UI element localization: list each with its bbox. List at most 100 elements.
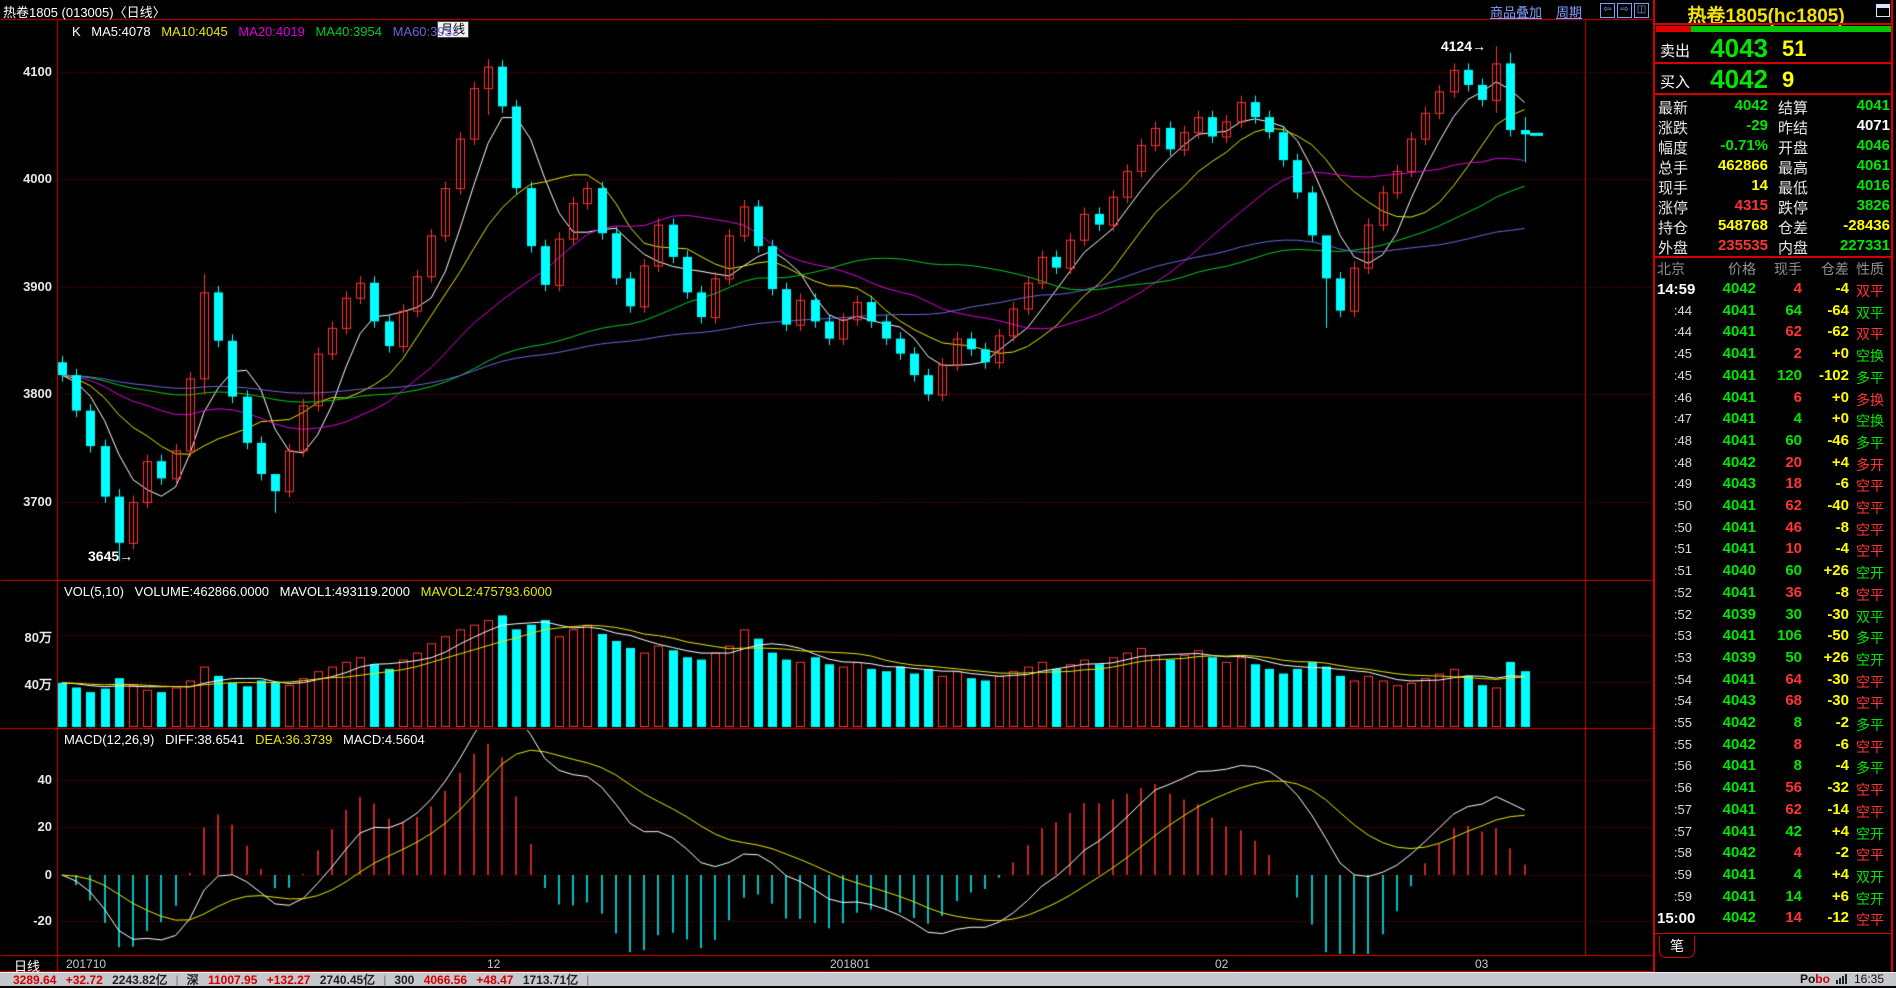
stat-label: 最低	[1778, 180, 1809, 197]
month-label: 201801	[830, 957, 871, 971]
sh-value: 3289.64	[13, 973, 57, 987]
stat-row: 现手 14 最低 4016	[1656, 176, 1892, 197]
sz-change: +132.27	[266, 973, 311, 987]
tick-time: :56	[1673, 780, 1692, 796]
tick-lots: 6	[1793, 388, 1802, 406]
tick-time: :53	[1673, 649, 1692, 665]
tick-time: :55	[1673, 736, 1692, 752]
tick-row: :51 4041 10 -4 空平	[1656, 539, 1892, 560]
stat-value: 4061	[1856, 157, 1890, 174]
tick-price: 4041	[1722, 497, 1756, 514]
index-shanghai[interactable]: 3289.64 +32.72 2243.82亿	[10, 971, 171, 988]
tick-time: :53	[1673, 628, 1692, 644]
stat-value: 548768	[1717, 217, 1768, 234]
tick-time: :59	[1673, 866, 1692, 882]
legend-ma60: MA60:3933	[392, 24, 460, 39]
tick-row: :51 4040 60 +26 空开	[1656, 561, 1892, 582]
stat-label: 涨跌	[1658, 120, 1689, 137]
tick-position-change: -30	[1827, 670, 1849, 688]
status-bar-right: Pobo 16:35	[1800, 972, 1884, 986]
legend-mavol1: MAVOL1:493119.2000	[279, 584, 411, 599]
stat-row: 幅度 -0.71% 开盘 4046	[1656, 136, 1892, 157]
tick-nature: 多平	[1856, 434, 1884, 451]
tick-price: 4041	[1722, 540, 1756, 558]
split-window-icon[interactable]: ◫	[1634, 3, 1649, 18]
tick-lots: 56	[1785, 779, 1802, 797]
tick-lots: 106	[1776, 627, 1802, 645]
tick-list[interactable]: 14:59 4042 4 -4 双平:44 4041 64 -64 双平:44 4041 62 -62…	[1656, 279, 1892, 932]
tick-price: 4042	[1722, 453, 1756, 471]
left-arrow-icon[interactable]: ⇦	[1600, 3, 1615, 18]
tick-row: :57 4041 62 -14 空平	[1656, 800, 1892, 821]
tick-row: :45 4041 120 -102 多平	[1656, 366, 1892, 387]
tick-nature: 空开	[1856, 565, 1884, 582]
tick-lots: 8	[1793, 757, 1802, 775]
ask-qty: 51	[1782, 36, 1807, 61]
tick-nature: 多平	[1856, 717, 1884, 733]
tick-price: 4041	[1722, 518, 1756, 536]
stat-label: 涨停	[1658, 200, 1689, 217]
index-shenzhen[interactable]: 深 11007.95 +132.27 2740.45亿	[184, 971, 379, 988]
stat-value: -28436	[1843, 217, 1890, 234]
bid-price[interactable]: 4042	[1710, 64, 1768, 94]
tick-col-header: 价格	[1728, 261, 1756, 277]
tick-time: :48	[1673, 454, 1692, 470]
tick-position-change: +4	[1831, 865, 1849, 883]
stat-value: -0.71%	[1720, 137, 1768, 154]
tick-position-change: +26	[1823, 562, 1849, 580]
tick-price: 4041	[1722, 757, 1756, 775]
axis-tick-label: 80万	[24, 630, 52, 645]
tick-nature: 双开	[1856, 868, 1884, 885]
tick-row: 15:00 4042 14 -12 空平	[1656, 908, 1892, 929]
tick-position-change: -4	[1835, 280, 1849, 297]
time-axis: 日线 201710 12 201801 02 03	[0, 955, 1653, 974]
tick-position-change: -62	[1827, 323, 1849, 341]
ask-price[interactable]: 4043	[1710, 33, 1768, 63]
tick-col-header: 仓差	[1821, 261, 1849, 277]
legend-volume: VOLUME:462866.0000	[134, 584, 270, 599]
legend-vol: VOL(5,10)	[64, 584, 124, 599]
tab-tick[interactable]: 笔	[1659, 935, 1695, 958]
page-title: 热卷1805 (013005)〈日线〉	[3, 5, 166, 20]
right-arrow-icon[interactable]: ⇨	[1617, 3, 1632, 18]
sz-label: 深	[186, 973, 199, 987]
stat-label: 最高	[1778, 160, 1809, 177]
stat-label: 开盘	[1778, 140, 1809, 157]
legend-macd: MACD(12,26,9)	[64, 732, 155, 747]
index-hs300[interactable]: 300 4066.56 +48.47 1713.71亿	[391, 971, 581, 988]
stat-value: 235535	[1717, 237, 1768, 254]
tick-row: :55 4042 8 -6 空平	[1656, 735, 1892, 756]
period-link[interactable]: 周期	[1556, 5, 1583, 20]
tick-price: 4041	[1722, 822, 1756, 840]
stat-label: 仓差	[1778, 220, 1809, 237]
tick-nature: 空平	[1856, 500, 1884, 516]
tick-position-change: -14	[1827, 800, 1849, 818]
tick-nature: 多平	[1856, 760, 1884, 777]
legend-ma10: MA10:4045	[161, 24, 228, 39]
bid-qty: 9	[1782, 67, 1795, 92]
chart-canvas[interactable]	[0, 0, 1653, 972]
tick-time: :56	[1673, 758, 1692, 774]
tick-time: :44	[1673, 324, 1692, 340]
tick-time: :50	[1673, 498, 1692, 513]
tick-lots: 8	[1793, 714, 1802, 731]
axis-tick-label: 4000	[23, 171, 52, 186]
sh-change: +32.72	[65, 973, 103, 987]
overlay-link[interactable]: 商品叠加	[1490, 5, 1543, 20]
tick-row: :47 4041 4 +0 空换	[1656, 409, 1892, 430]
tick-price: 4042	[1722, 280, 1756, 297]
restore-window-icon[interactable]	[1876, 4, 1890, 17]
tick-price: 4042	[1722, 714, 1756, 731]
tick-price: 4041	[1722, 301, 1756, 319]
tick-row: :57 4041 42 +4 空开	[1656, 822, 1892, 843]
annotation-low: 3645→	[88, 548, 134, 564]
hs300-amount: 1713.71亿	[522, 973, 579, 987]
tick-row: :54 4043 68 -30 空平	[1656, 691, 1892, 712]
tick-lots: 68	[1785, 692, 1802, 710]
tick-lots: 4	[1793, 844, 1802, 862]
stat-label: 总手	[1658, 160, 1689, 177]
tick-position-change: -4	[1835, 757, 1849, 775]
stat-label: 结算	[1778, 100, 1809, 117]
axis-tick-label: 20	[37, 819, 52, 834]
tick-position-change: -32	[1827, 779, 1849, 797]
